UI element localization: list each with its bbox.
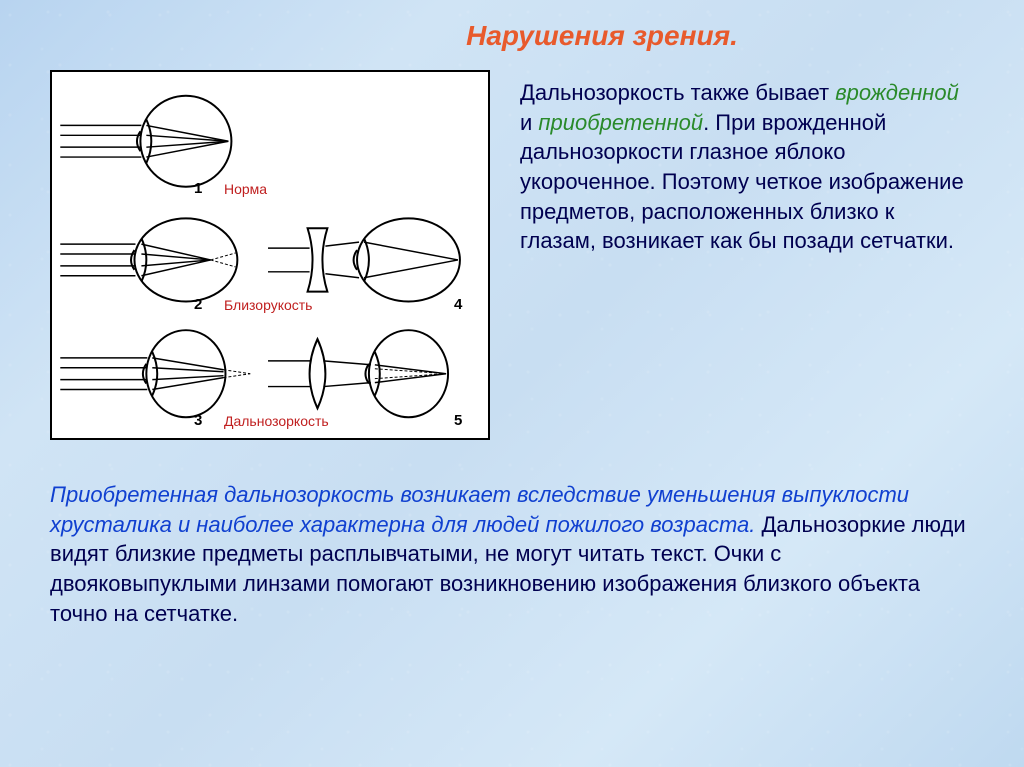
num-5: 5 (454, 412, 462, 429)
label-norma: Норма (224, 181, 267, 197)
num-2: 2 (194, 296, 202, 313)
lens-convex (310, 339, 326, 408)
diagram-svg (52, 72, 488, 438)
num-3: 3 (194, 412, 202, 429)
lens-concave (308, 228, 328, 291)
vision-diagram: 1 Норма 2 Близорукость 4 3 Дальнозоркост… (50, 70, 490, 440)
upper-row: 1 Норма 2 Близорукость 4 3 Дальнозоркост… (50, 70, 974, 440)
num-1: 1 (194, 180, 202, 197)
eye-normal (60, 96, 231, 187)
side-word-2: приобретенной (538, 110, 703, 135)
label-myopia: Близорукость (224, 297, 312, 313)
eye-myopia-corrected (268, 218, 460, 301)
label-hyperopia: Дальнозоркость (224, 413, 329, 429)
side-paragraph: Дальнозоркость также бывает врожденной и… (520, 70, 974, 440)
side-text-2: и (520, 110, 538, 135)
slide-title: Нарушения зрения. (230, 20, 974, 52)
num-4: 4 (454, 296, 462, 313)
eye-hyperopia-corrected (268, 330, 448, 417)
slide-content: Нарушения зрения. (0, 0, 1024, 648)
bottom-paragraph: Приобретенная дальнозоркость возникает в… (50, 480, 974, 628)
eye-myopia (60, 218, 237, 301)
eye-hyperopia (60, 330, 250, 417)
side-text-1: Дальнозоркость также бывает (520, 80, 835, 105)
side-word-1: врожденной (835, 80, 959, 105)
